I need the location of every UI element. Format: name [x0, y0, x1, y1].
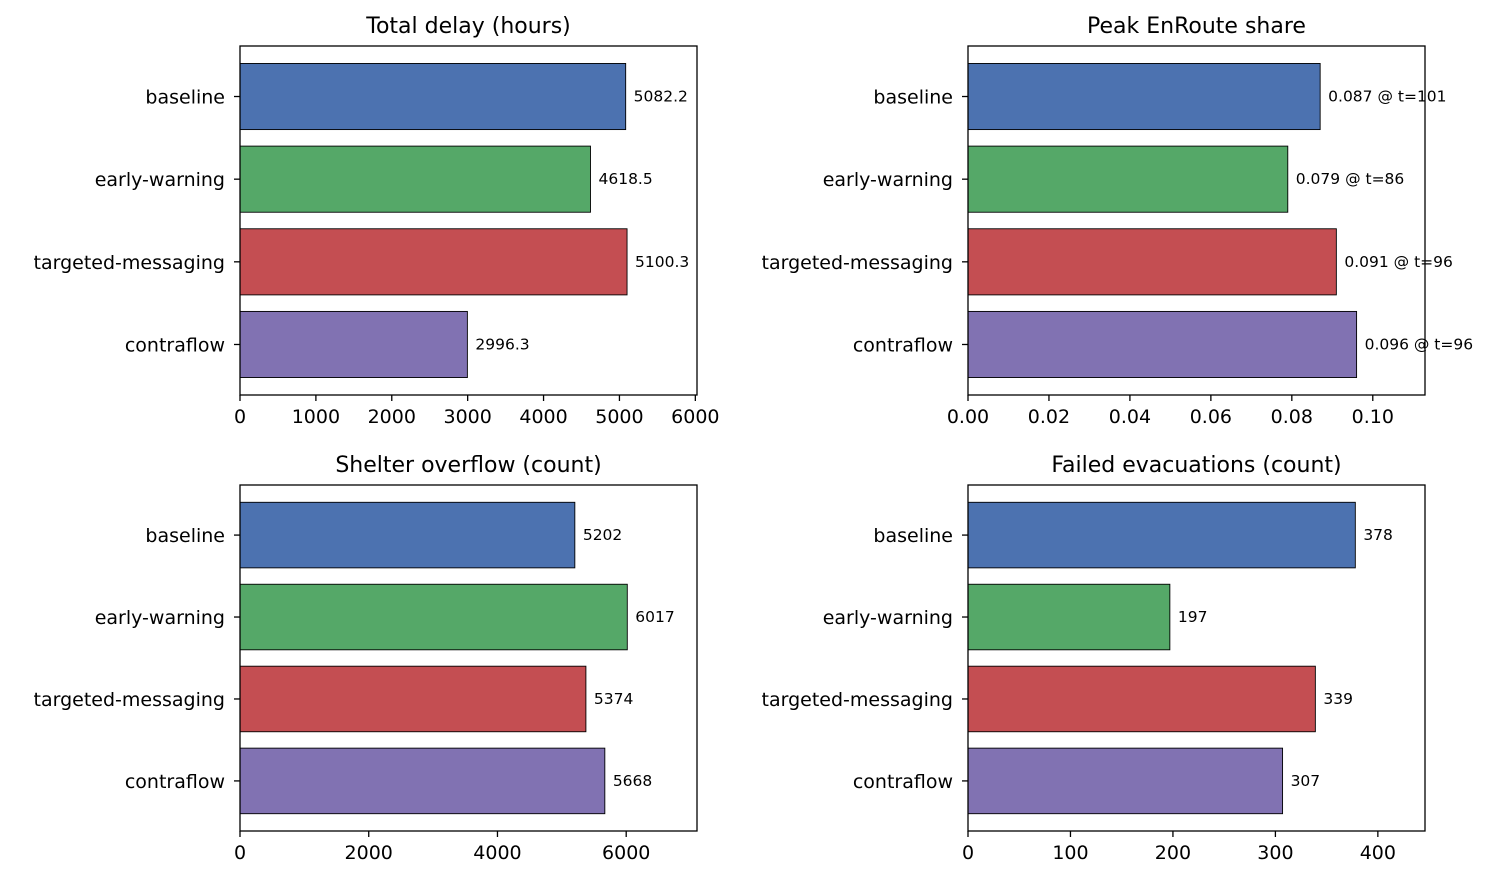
- category-label: baseline: [873, 87, 953, 109]
- x-tick-label: 6000: [671, 406, 719, 428]
- data-label: 197: [1178, 608, 1208, 626]
- data-label: 378: [1363, 526, 1393, 544]
- category-label: targeted-messaging: [762, 252, 953, 274]
- data-label: 6017: [635, 608, 674, 626]
- bar-early-warning: [239, 145, 591, 213]
- data-label: 5374: [594, 690, 633, 708]
- x-tick-label: 0.00: [947, 406, 989, 428]
- chart-title: Peak EnRoute share: [1087, 14, 1306, 39]
- bar-baseline: [239, 501, 576, 569]
- x-tick-label: 0.02: [1028, 406, 1070, 428]
- x-tick-label: 5000: [595, 406, 643, 428]
- category-label: targeted-messaging: [762, 689, 953, 711]
- category-label: contraflow: [125, 334, 225, 356]
- data-label: 2996.3: [475, 335, 529, 353]
- bar-early-warning: [967, 583, 1171, 651]
- chart-panel-1: Total delay (hours) baseline 5082.2 early-w…: [34, 14, 720, 428]
- category-label: baseline: [145, 87, 225, 109]
- data-label: 0.096 @ t=96: [1365, 335, 1474, 353]
- data-label: 5668: [613, 772, 652, 790]
- chart-panel-2: Peak EnRoute share baseline 0.087 @ t=101 e…: [762, 14, 1474, 428]
- bar-early-warning: [239, 583, 628, 651]
- x-tick-label: 4000: [519, 406, 567, 428]
- category-label: baseline: [145, 525, 225, 547]
- bar-targeted-messaging: [239, 228, 628, 296]
- x-tick-label: 200: [1155, 842, 1191, 864]
- x-tick-label: 1000: [292, 406, 340, 428]
- chart-panel-3: Shelter overflow (count) baseline 5202 earl…: [34, 453, 698, 864]
- plot-frame: [967, 484, 1426, 832]
- bar-contraflow: [967, 310, 1358, 378]
- bar-baseline: [239, 63, 627, 131]
- x-tick-label: 0: [234, 842, 246, 864]
- data-label: 0.087 @ t=101: [1328, 88, 1446, 106]
- bar-baseline: [967, 63, 1321, 131]
- x-tick-label: 0: [234, 406, 246, 428]
- chart-title: Failed evacuations (count): [1051, 453, 1341, 478]
- x-tick-label: 4000: [473, 842, 521, 864]
- data-label: 0.091 @ t=96: [1344, 253, 1453, 271]
- chart-title: Total delay (hours): [365, 14, 571, 39]
- data-label: 339: [1323, 690, 1353, 708]
- data-label: 5202: [583, 526, 622, 544]
- bar-contraflow: [967, 747, 1284, 815]
- data-label: 307: [1291, 772, 1321, 790]
- x-tick-label: 0.08: [1271, 406, 1313, 428]
- category-label: early-warning: [95, 607, 225, 629]
- chart-title: Shelter overflow (count): [335, 453, 601, 478]
- category-label: baseline: [873, 525, 953, 547]
- x-tick-label: 2000: [345, 842, 393, 864]
- data-label: 4618.5: [598, 170, 652, 188]
- x-tick-label: 0.10: [1352, 406, 1394, 428]
- x-tick-label: 0.04: [1109, 406, 1151, 428]
- x-tick-label: 400: [1360, 842, 1396, 864]
- category-label: early-warning: [823, 607, 953, 629]
- bar-contraflow: [239, 310, 468, 378]
- bar-targeted-messaging: [967, 228, 1337, 296]
- chart-panel-4: Failed evacuations (count) baseline 378 ear…: [762, 453, 1426, 864]
- category-label: early-warning: [823, 169, 953, 191]
- x-tick-label: 0: [962, 842, 974, 864]
- category-label: early-warning: [95, 169, 225, 191]
- x-tick-label: 3000: [443, 406, 491, 428]
- x-tick-label: 300: [1257, 842, 1293, 864]
- plot-frame: [239, 484, 698, 832]
- category-label: contraflow: [853, 334, 953, 356]
- plot-frame: [239, 45, 698, 396]
- category-label: contraflow: [125, 771, 225, 793]
- bar-contraflow: [239, 747, 606, 815]
- x-tick-label: 6000: [602, 842, 650, 864]
- bar-early-warning: [967, 145, 1289, 213]
- x-tick-label: 0.06: [1190, 406, 1232, 428]
- x-tick-label: 100: [1052, 842, 1088, 864]
- category-label: targeted-messaging: [34, 252, 225, 274]
- bar-baseline: [967, 501, 1356, 569]
- data-label: 0.079 @ t=86: [1296, 170, 1405, 188]
- x-tick-label: 2000: [368, 406, 416, 428]
- data-label: 5082.2: [634, 88, 688, 106]
- bar-targeted-messaging: [239, 665, 587, 733]
- category-label: contraflow: [853, 771, 953, 793]
- data-label: 5100.3: [635, 253, 689, 271]
- bar-targeted-messaging: [967, 665, 1316, 733]
- plot-frame: [967, 45, 1426, 396]
- category-label: targeted-messaging: [34, 689, 225, 711]
